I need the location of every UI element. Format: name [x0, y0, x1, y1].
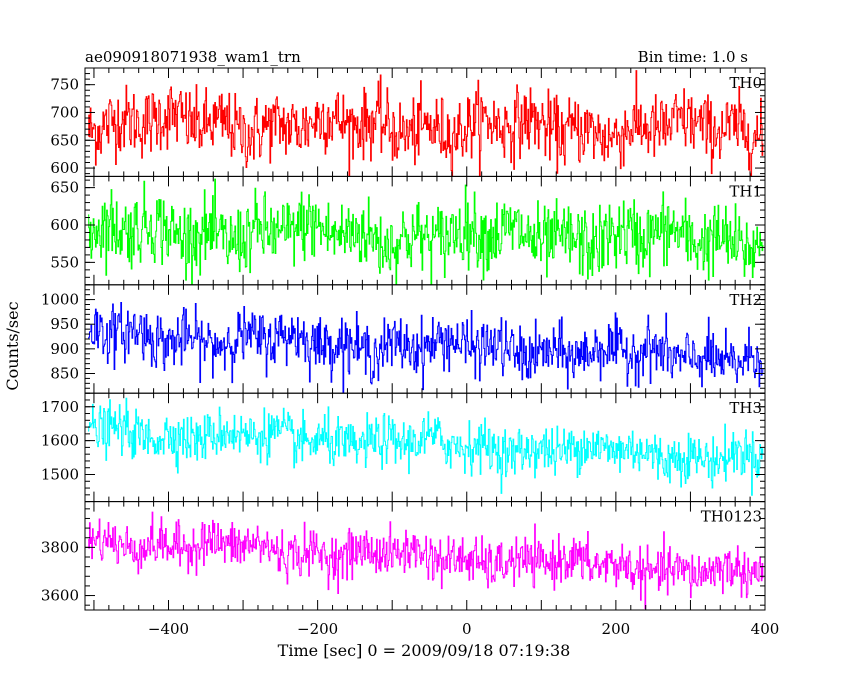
y-tick-label: 3800 [41, 538, 79, 556]
series-line-th2 [87, 302, 764, 394]
panel-th0: 600 650 700 750 TH0 [50, 67, 766, 177]
y-tick-label: 950 [50, 315, 79, 333]
panel-label-th0: TH0 [729, 74, 762, 92]
y-tick-label: 650 [50, 131, 79, 149]
panel-frame [84, 501, 766, 611]
x-tick-label: −400 [148, 620, 189, 638]
x-tick-label: 400 [751, 620, 780, 638]
panel-th3: 1500 1600 1700 TH3 [41, 392, 766, 503]
x-axis: −400 −200 0 200 400 [148, 620, 779, 638]
panel-th1: 550 600 650 TH1 [50, 175, 766, 286]
panel-label-th2: TH2 [729, 291, 762, 309]
y-tick-label: 3600 [41, 587, 79, 605]
y-tick-label: 650 [50, 179, 79, 197]
panel-label-th1: TH1 [729, 182, 762, 200]
y-tick-label: 600 [50, 159, 79, 177]
x-tick-label: 200 [602, 620, 631, 638]
panels-group: 600 650 700 750 TH0 550 600 650 TH1 850 900 950 1000… [41, 67, 766, 611]
y-tick-label: 1700 [41, 398, 79, 416]
y-tick-label: 1600 [41, 432, 79, 450]
x-tick-label: 0 [462, 620, 472, 638]
series-line-th0 [87, 70, 764, 177]
y-axis-label: Counts/sec [3, 301, 22, 390]
series-line-th3 [87, 397, 764, 496]
panel-th2: 850 900 950 1000 TH2 [41, 284, 766, 394]
series-line-th1 [87, 178, 764, 285]
chart-title: ae090918071938_wam1_trn [85, 48, 301, 66]
panel-label-th0123: TH0123 [701, 508, 762, 526]
y-tick-label: 1000 [41, 291, 79, 309]
panel-label-th3: TH3 [729, 399, 762, 417]
series-line-th0123 [87, 511, 764, 609]
x-tick-label: −200 [297, 620, 338, 638]
y-tick-label: 600 [50, 216, 79, 234]
y-tick-label: 850 [50, 364, 79, 382]
y-tick-label: 1500 [41, 466, 79, 484]
y-tick-label: 750 [50, 76, 79, 94]
bin-time-label: Bin time: 1.0 s [638, 48, 748, 66]
y-tick-label: 900 [50, 340, 79, 358]
panel-th0123: 3600 3800 TH0123 [41, 501, 766, 611]
y-tick-label: 550 [50, 253, 79, 271]
y-tick-label: 700 [50, 103, 79, 121]
x-axis-label: Time [sec] 0 = 2009/09/18 07:19:38 [278, 641, 571, 660]
